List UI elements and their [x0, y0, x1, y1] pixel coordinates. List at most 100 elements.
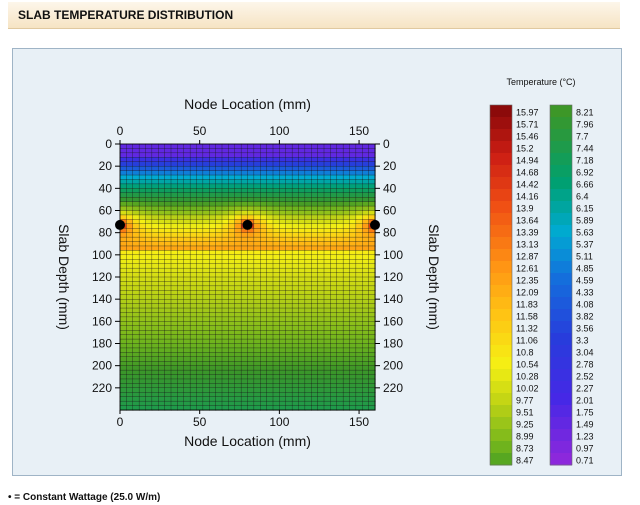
legend-cool-swatch	[550, 261, 572, 274]
heatmap-cell	[215, 143, 223, 150]
heatmap-cell	[285, 254, 293, 260]
heating-node-marker	[242, 219, 253, 230]
heatmap-cell	[362, 250, 370, 256]
heatmap-cell	[291, 165, 300, 172]
heatmap-cell	[272, 223, 280, 229]
heatmap-cell	[138, 374, 147, 380]
heatmap-cell	[151, 228, 159, 234]
heatmap-cell	[260, 312, 268, 318]
heatmap-cell	[298, 267, 306, 274]
y-tick-label-left: 140	[92, 292, 112, 306]
heatmap-cell	[126, 205, 134, 212]
heatmap-cell	[260, 205, 268, 212]
heatmap-cell	[164, 383, 172, 389]
heatmap-cell	[355, 183, 363, 189]
heatmap-cell	[336, 383, 344, 389]
heatmap-cell	[215, 378, 223, 384]
heatmap-cell	[266, 183, 274, 189]
heatmap-cell	[221, 201, 229, 207]
heatmap-cell	[304, 276, 312, 283]
heatmap-cell	[311, 232, 319, 238]
heatmap-cell	[132, 263, 140, 269]
heatmap-cell	[209, 276, 217, 283]
legend-warm-swatch	[490, 117, 512, 130]
heatmap-cell	[151, 254, 159, 260]
heatmap-cell	[196, 143, 204, 150]
heatmap-cell	[260, 392, 268, 398]
heatmap-cell	[285, 228, 293, 234]
heatmap-cell	[285, 334, 293, 340]
heatmap-cell	[221, 374, 229, 380]
heatmap-cell	[183, 143, 191, 150]
heatmap-cell	[247, 361, 255, 367]
heatmap-cell	[272, 250, 280, 256]
heatmap-cell	[253, 205, 261, 212]
heatmap-cell	[170, 241, 178, 247]
heatmap-cell	[240, 205, 249, 212]
heatmap-cell	[304, 219, 312, 225]
legend-warm-swatch	[490, 285, 512, 298]
heatmap-cell	[132, 223, 140, 229]
heatmap-cell	[260, 267, 268, 274]
heatmap-cell	[151, 219, 159, 225]
heatmap-cell	[311, 334, 319, 340]
heatmap-cell	[355, 236, 363, 243]
heatmap-cell	[253, 165, 261, 172]
heatmap-cell	[298, 228, 306, 234]
heatmap-cell	[323, 263, 331, 269]
legend-warm-label: 10.28	[516, 372, 539, 382]
heatmap-cell	[368, 285, 376, 291]
heatmap-cell	[164, 263, 172, 269]
legend-cool-label: 5.89	[576, 216, 594, 226]
heatmap-cell	[202, 356, 210, 362]
legend-cool-swatch	[550, 429, 572, 442]
heatmap-cell	[272, 161, 280, 167]
heatmap-cell	[126, 259, 134, 265]
heatmap-cell	[215, 210, 223, 216]
heatmap-cell	[240, 254, 249, 260]
legend-warm-swatch	[490, 141, 512, 154]
heatmap-cell	[260, 263, 268, 269]
heatmap-cell	[234, 192, 242, 198]
heatmap-cell	[158, 378, 166, 384]
heatmap-cell	[177, 259, 185, 265]
heatmap-cell	[279, 165, 287, 172]
heatmap-cell	[164, 232, 172, 238]
heatmap-cell	[247, 267, 255, 274]
heatmap-cell	[234, 343, 242, 349]
heatmap-cell	[164, 378, 172, 384]
heatmap-cell	[304, 361, 312, 367]
heatmap-cell	[317, 259, 325, 265]
heatmap-cell	[221, 267, 229, 274]
heatmap-cell	[228, 245, 236, 251]
heatmap-cell	[298, 201, 306, 207]
heatmap-cell	[260, 223, 268, 229]
heatmap-cell	[285, 383, 293, 389]
heatmap-cell	[272, 281, 280, 287]
heatmap-cell	[272, 285, 280, 291]
heatmap-cell	[342, 197, 351, 203]
heatmap-cell	[253, 387, 261, 393]
heatmap-cell	[151, 148, 159, 154]
heatmap-cell	[145, 290, 153, 296]
heatmap-cell	[196, 321, 204, 327]
heatmap-cell	[291, 330, 300, 336]
y-axis-title-left: Slab Depth (mm)	[56, 224, 72, 330]
heatmap-cell	[330, 245, 338, 251]
heatmap-cell	[209, 352, 217, 358]
heatmap-cell	[145, 343, 153, 349]
heatmap-cell	[215, 330, 223, 336]
heatmap-cell	[228, 201, 236, 207]
legend-cool-label: 4.33	[576, 288, 594, 298]
heatmap-cell	[355, 232, 363, 238]
heatmap-cell	[279, 325, 287, 331]
heatmap-cell	[119, 236, 127, 243]
legend-warm-label: 11.32	[516, 324, 538, 334]
heatmap-cell	[221, 174, 229, 181]
heatmap-cell	[164, 161, 172, 167]
heatmap-cell	[291, 223, 300, 229]
heatmap-cell	[362, 294, 370, 300]
legend-cool-label: 1.23	[576, 432, 594, 442]
heatmap-cell	[349, 387, 357, 393]
heatmap-cell	[355, 219, 363, 225]
